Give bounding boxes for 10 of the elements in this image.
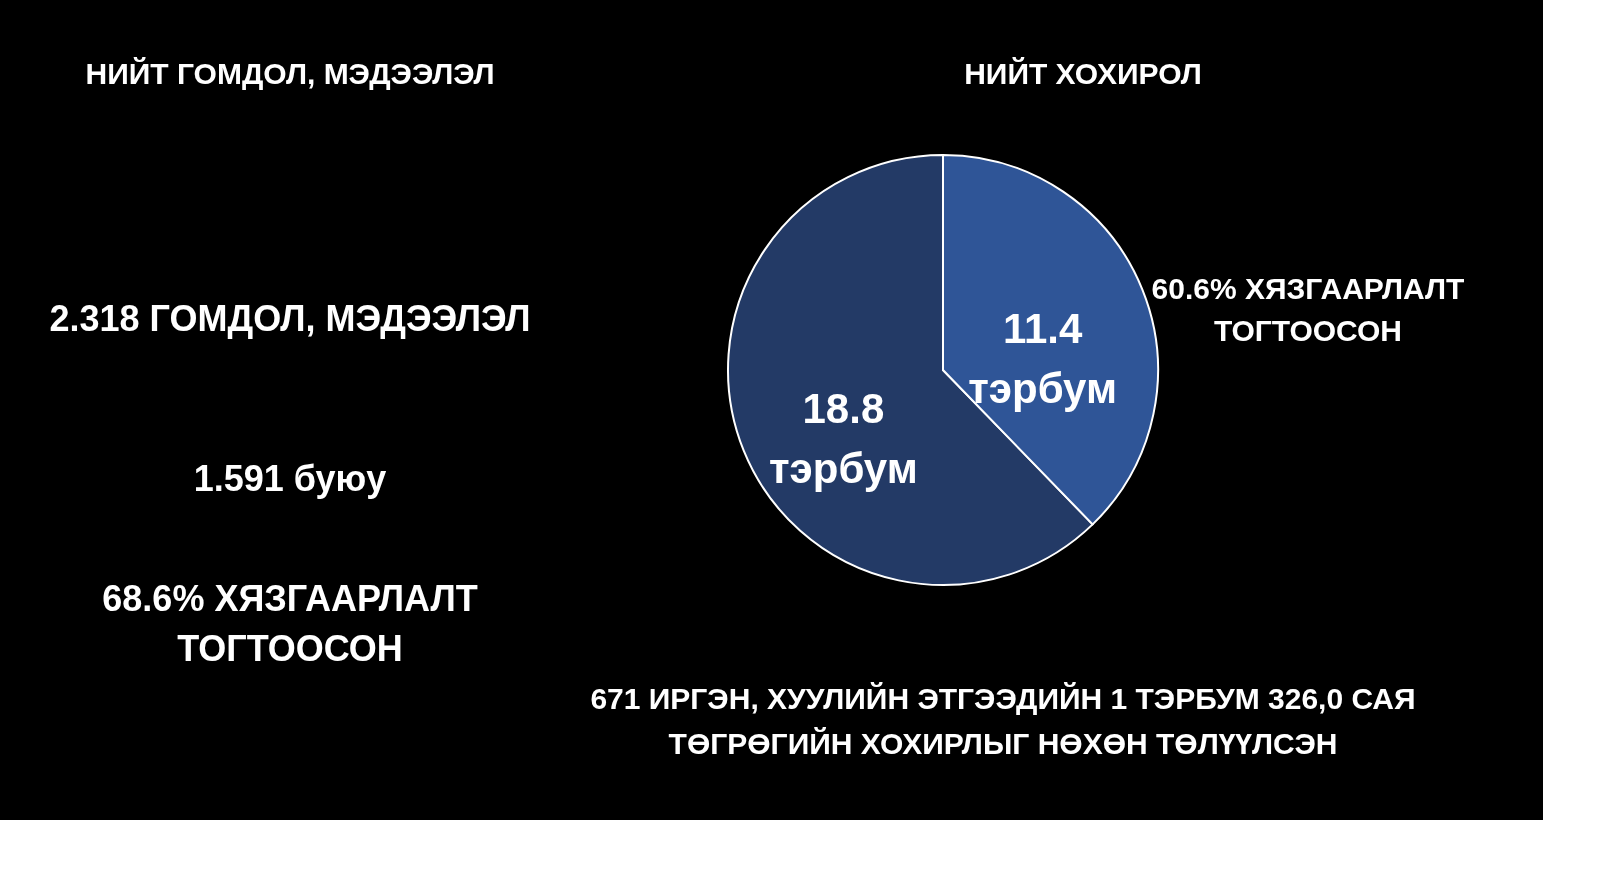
data-label: 18.8 тэрбум — [769, 385, 918, 493]
text: 671 ИРГЭН, ХУУЛИЙН ЭТГЭЭДИЙН 1 ТЭРБУМ 326,0 САЯ — [590, 682, 1416, 715]
text: 68.6% ХЯЗГААРЛАЛТ ТОГТООСОН — [102, 578, 478, 670]
data-label: 11.4 тэрбум — [968, 304, 1117, 412]
text: 60.6% ХЯЗГААРЛАЛТ ТОГТООСОН — [1151, 272, 1465, 347]
text: 1.591 буюу — [193, 458, 387, 499]
chart-title: НИЙТ ХОХИРОЛ — [964, 57, 1202, 90]
text: ТӨГРӨГИЙН ХОХИРЛЫГ НӨХӨН ТӨЛҮҮЛСЭН — [668, 727, 1338, 760]
text: 2.318 ГОМДОЛ, МЭДЭЭЛЭЛ — [49, 298, 531, 339]
text: НИЙТ ГОМДОЛ, МЭДЭЭЛЭЛ — [85, 57, 495, 90]
